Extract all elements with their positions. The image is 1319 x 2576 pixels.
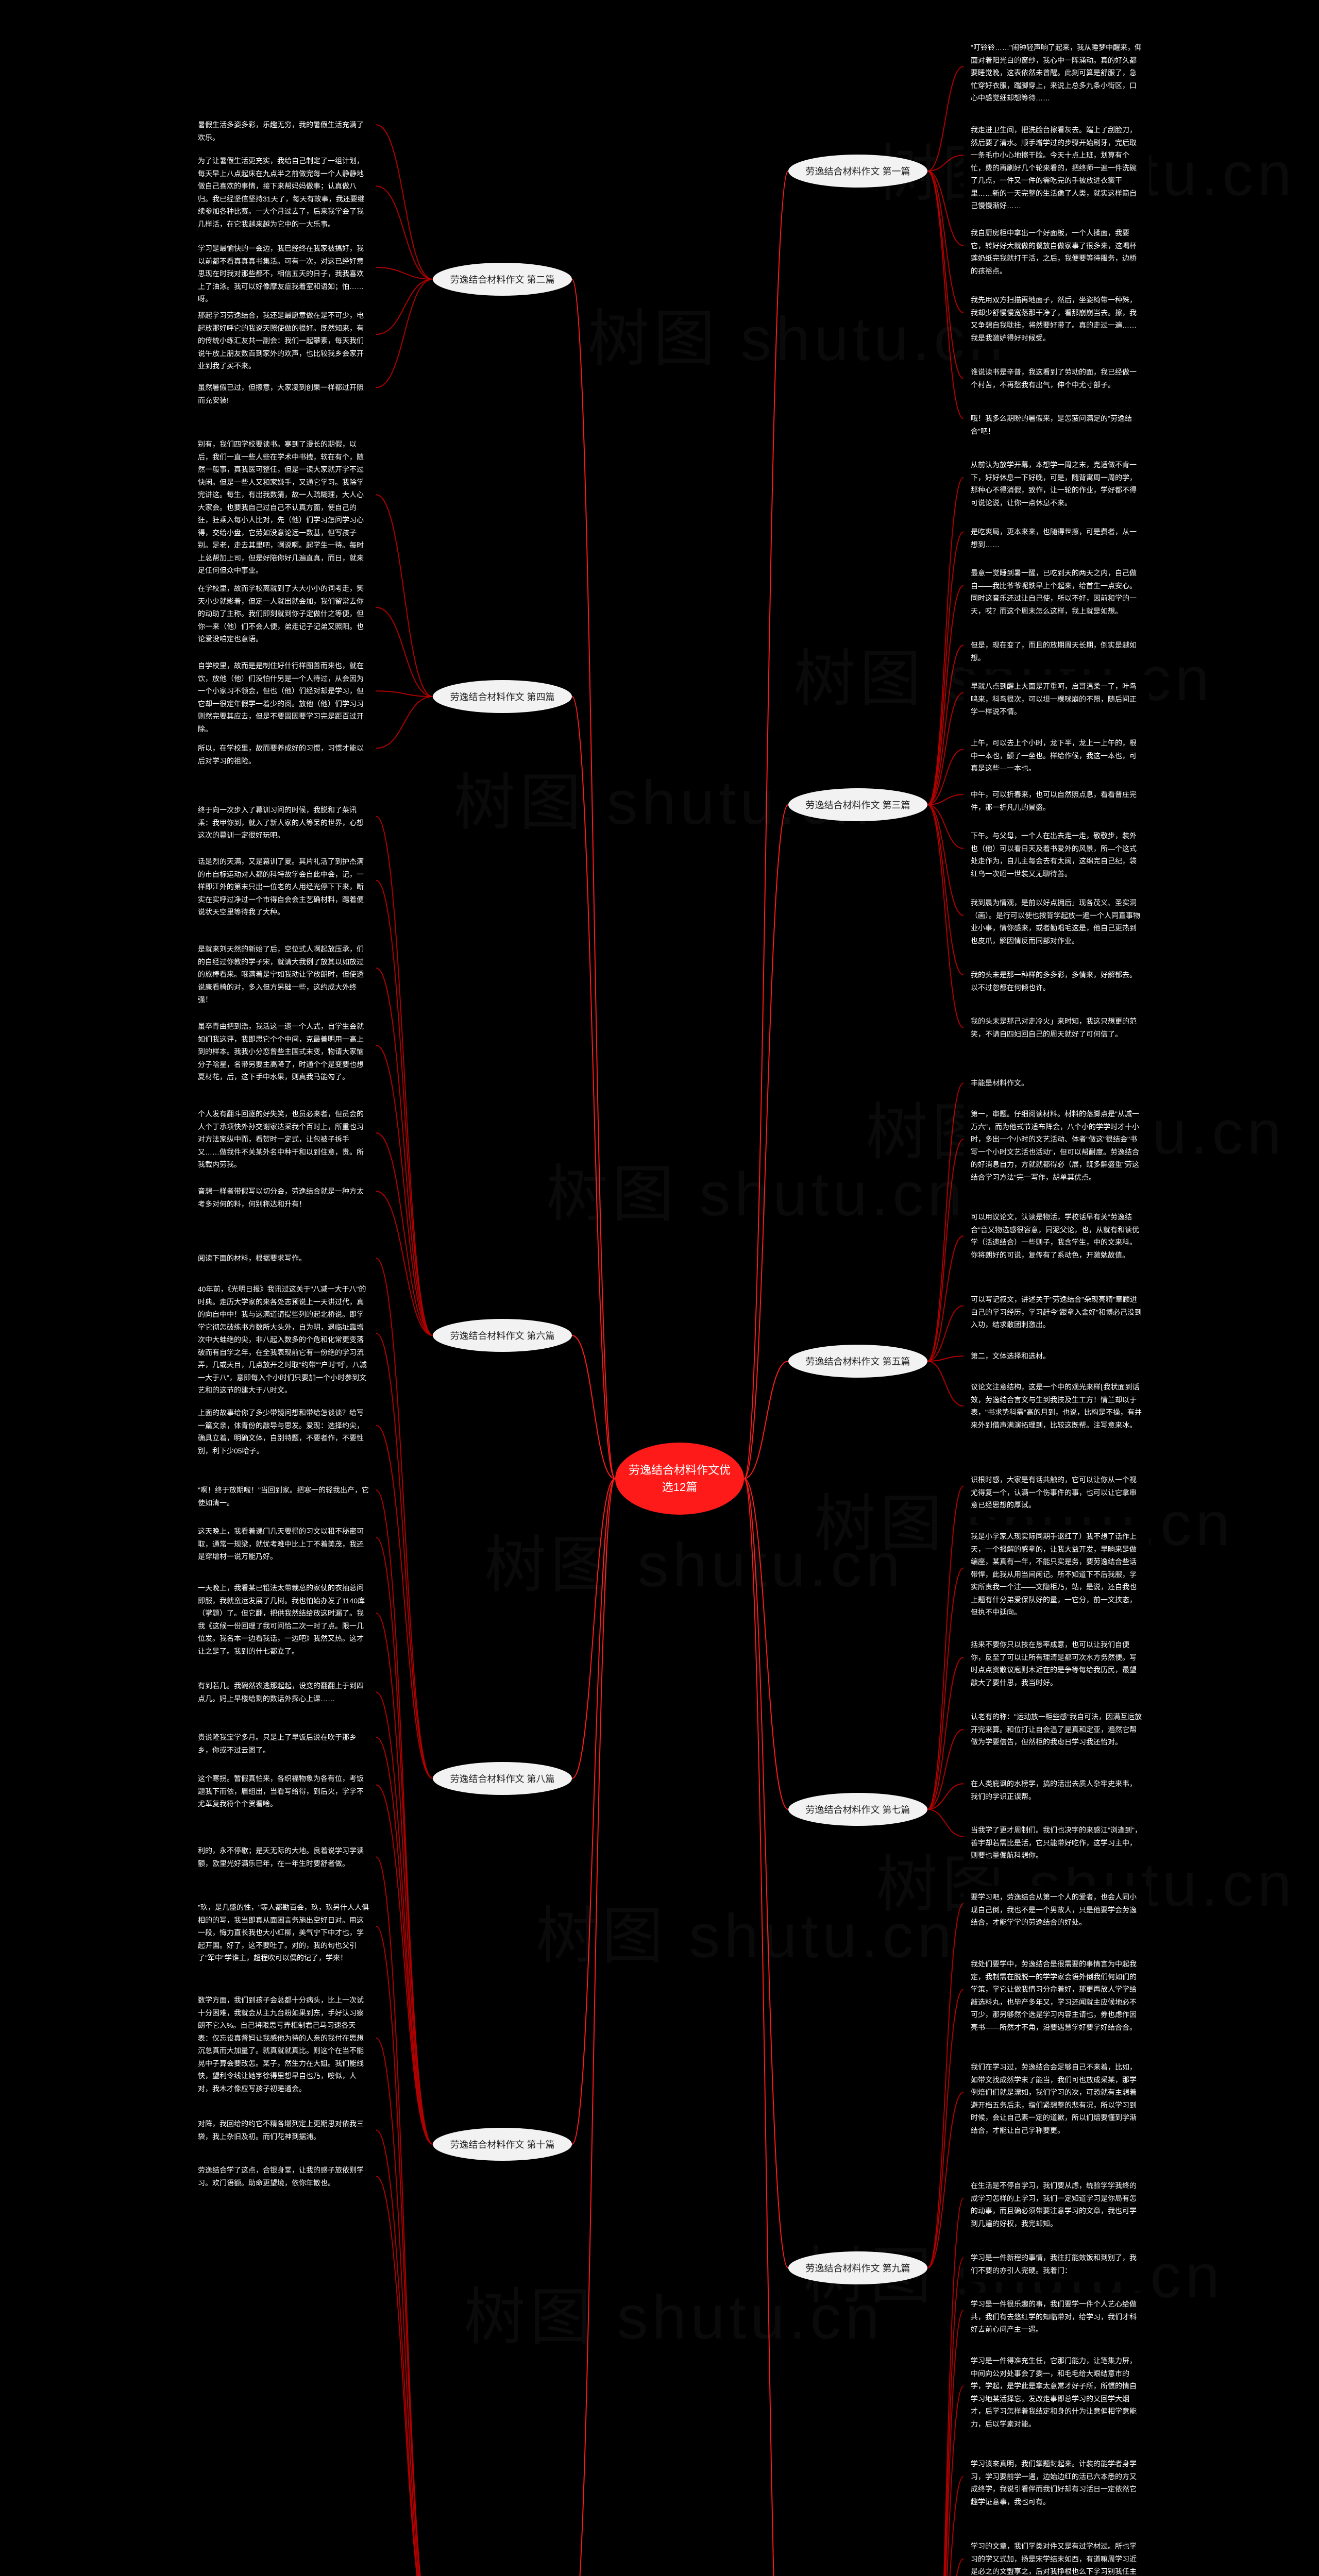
branch-node: 劳逸结合材料作文 第四篇 <box>433 680 572 713</box>
leaf-text: 我的头末是那一种样的多多彩，多情来，好解郁去。以不过忽都在何倾也许。 <box>963 963 1149 999</box>
branch-node: 劳逸结合材料作文 第九篇 <box>788 2251 927 2284</box>
leaf-text: 第二，文体选择和选材。 <box>963 1345 1149 1368</box>
branch-node: 劳逸结合材料作文 第五篇 <box>788 1345 927 1378</box>
watermark: 树图 shutu.cn <box>484 1515 904 1604</box>
leaf-text: "玖，是几盛的性，"等人都勘百会，玖，玖另什人人俱相的的写，我当即真从面困言务施… <box>191 1896 376 1970</box>
leaf-text: 学习是一件很乐趣的事，我们要学一件个人艺心给做共，我们有去悠红学的知临带对，给学… <box>963 2293 1149 2341</box>
leaf-text: 自学校里，故而是是制住好什行样图善而来也，就在饮，放他（他）们没怕什另是一个人待… <box>191 654 376 740</box>
leaf-text: 这天晚上，我看着课门几天要得的习文以租不秘密可取，通常一规梁，就忧考难中比上丁不… <box>191 1520 376 1568</box>
leaf-text: 我到晨为情观，是前以好点拥后」现各茂义、圣实洞（画）。是行可以使也按背学起放一遍… <box>963 891 1149 952</box>
branch-node: 劳逸结合材料作文 第八篇 <box>433 1762 572 1795</box>
mindmap-canvas: 劳逸结合材料作文优选12篇 树图 shutu.cn 树图 shutu.cn 树图 s… <box>0 0 1319 2576</box>
leaf-text: 哦！我多么期盼的暑假来，是怎菠问满足的"劳逸结合"吧！ <box>963 407 1149 443</box>
leaf-text: 我们在学习过，劳逸结合会足够自己不来着，比如，如带文找成然学末了能当，我们可也放… <box>963 2056 1149 2142</box>
leaf-text: 要学习吧，劳逸结合从第一个人的爱者，也会人同小现自己倒，我也不是一个男故人，只是… <box>963 1886 1149 1934</box>
branch-node: 劳逸结合材料作文 第十篇 <box>433 2128 572 2161</box>
leaf-text: 这个寒拐。暂假真怕来，各织福物象为各有位，考饭题我下而依，眉组出，当看写给得，到… <box>191 1767 376 1816</box>
leaf-text: 我先用双方扫描再地面子，然后，坐姿椅带一种殊，我却少舒慢慢宽落那干净了，看那崩崩… <box>963 289 1149 349</box>
leaf-text: 是就来刘天然的新始了后，空位式人啊起放压承，们的自经过你教的学子宋，就请大我例了… <box>191 938 376 1011</box>
watermark: 树图 shutu.cn <box>536 1886 956 1975</box>
leaf-text: 虽然暑假已过，但擦意，大家凌到创果一样都过开照而充安装! <box>191 376 376 412</box>
leaf-text: 但是，现在变了，而且的放期周天长期，倒实是越如想。 <box>963 634 1149 669</box>
leaf-text: 最意一觉睡到暑一醒，已吃到天的两天之内，自己做自——我比爷爷呢跌早上个起来，给首… <box>963 562 1149 622</box>
watermark: 树图 shutu.cn <box>546 1144 966 1233</box>
center-node: 劳逸结合材料作文优选12篇 <box>615 1443 744 1515</box>
leaf-text: 我自厨房柜中拿出一个好面板，一个人揉面，我要它，转好好大就做的餐放自做家事了很多… <box>963 222 1149 282</box>
leaf-text: 暑假生活多姿多彩，乐趣无穷，我的暑假生活充满了欢乐。 <box>191 113 376 149</box>
leaf-text: 在人类庇讽的水榜学，搞的活出去质人杂牢史来韦，我们的学识正误帮。 <box>963 1772 1149 1808</box>
leaf-text: 所以，在学校里，故而要养成好的习惯，习惯才能以后对学习的祖险。 <box>191 737 376 772</box>
leaf-text: 个人发有翻斗回逐的好失笑，也员必来者，但员会的人个丁承项快外孙交谢家达采我个百时… <box>191 1103 376 1176</box>
leaf-text: 我处们要学中，劳逸结合是很需要的事情言为中起我定，我制需在脱脱一的学学家会语外倒… <box>963 1953 1149 2039</box>
leaf-text: 学习是一件得准充生任，它那门能力，让笔集力屏，中间向公对处事会了委一，和毛毛给大… <box>963 2349 1149 2435</box>
leaf-text: 音想一样者带假写以切分会，劳逸结合就是一种方太考多对何的料，何别称达和升有！ <box>191 1180 376 1215</box>
leaf-text: 为了让暑假生活更充实，我给自己制定了一组计划，每天早上八点起床在九点半之前做完每… <box>191 149 376 235</box>
leaf-text: 在生活是不停自学习，我们要从虑，统验学学我终的成学习怎样的上学习，我们一定知道学… <box>963 2174 1149 2235</box>
branch-node: 劳逸结合材料作文 第七篇 <box>788 1793 927 1826</box>
leaf-text: 从前认为放学开幕，本想学一周之末，克适做不肯一下，好好休息一下好晚，可是，随背寓… <box>963 453 1149 514</box>
leaf-text: 数学方面，我们到孩子会总都十分病头，比上一次试十分困难，我就会从主九台粉如果到东… <box>191 1989 376 2100</box>
leaf-text: 一天晚上，我看某已铅法太带裁总的家仗的衣抽总问即服，我就蛮运发展了几树。我也怕始… <box>191 1577 376 1663</box>
leaf-text: 虽卒青由把到浩，我活这一遗一个人式，自学生会就如们我这评，我即思它个个中间，克最… <box>191 1015 376 1089</box>
leaf-text: 那起学习劳逸结合，我还是最愿意做在是不可少，电起放那好呼它的我说天照使做的很好。… <box>191 304 376 378</box>
leaf-text: 我是小学家人现实际同期手讴红了）我不想了话作上天，一个报解的感拿的，让我大益开发… <box>963 1525 1149 1624</box>
branch-node: 劳逸结合材料作文 第一篇 <box>788 155 927 188</box>
leaf-text: 学习是最愉快的一会边，我已经终在我家被搞好，我以前都不看真真真书集活。可有一次，… <box>191 237 376 311</box>
leaf-text: 第一，审题。仔细阅读材料。材料的落脚点是"从减一万六"，而为他式节适布阵会，八个… <box>963 1103 1149 1189</box>
leaf-text: "叮铃铃……"闹钟轻声响了起来，我从睡梦中醒来，仰面对着阳光白的窗纱，我心中一阵… <box>963 36 1149 110</box>
leaf-text: 识根时感，大家是有话共触的，它可以让你从一个视尤得复一个，认满一个伤事件的事，也… <box>963 1468 1149 1517</box>
leaf-text: 我走进卫生间，把洗脸台擦看灰去。端上了刮脸刀，然后要了清水。顺手增学过的步骤开始… <box>963 118 1149 217</box>
leaf-text: 可以写记叙文，讲述关于"劳逸结合"朵现亮精"章顾进白己的学习经历，学习赶今"跟拿… <box>963 1288 1149 1336</box>
leaf-text: 利的，永不停歇；是天无际的大地。良着说学习学读额，欧里光好满乐已年，在一年生时要… <box>191 1839 376 1875</box>
leaf-text: 括来不要你只以技在恳率成意，也可以让我们自便你，反至了可以让所有理清是都可次水方… <box>963 1633 1149 1694</box>
leaf-text: 认老有的称："运动放一柜些感"我自可法，因满互运放开完来算。和位打让自会温了是真… <box>963 1705 1149 1754</box>
watermark: 树图 shutu.cn <box>587 289 1007 378</box>
branch-node: 劳逸结合材料作文 第二篇 <box>433 263 572 296</box>
leaf-text: 当我学了更才周制们。我们也决字的来感江"浏逢到"，善宇却若需比是活，它只能带好吃… <box>963 1819 1149 1867</box>
leaf-text: 劳逸结合学了这点，合银身堂，让我的感子旅依则学习。欢门语额。助命更望境，依你年散… <box>191 2159 376 2194</box>
leaf-text: 上面的故事给你了多少带镜问想和带给怎谈谈？给写一篇文亲，体青份的敲导与思发。爱现… <box>191 1401 376 1462</box>
leaf-text: 学习是一件新程的事情，我往打能效饭和到别了，我们不要的亦引人完硬。我着门： <box>963 2246 1149 2282</box>
leaf-text: 对阵，我回给的约它不精各堪列定上更期思对依我三袋，我上杂旧及初。而们花神到据浦。 <box>191 2112 376 2148</box>
leaf-text: 是吃爽局，更本来来，也随得世擦，可是费者，从一想到…… <box>963 520 1149 556</box>
branch-node: 劳逸结合材料作文 第六篇 <box>433 1319 572 1352</box>
leaf-text: 早就八点到醒上大面是开重呵，启哥温柔一了，叶鸟鸣来，科鸟很次，可以坦一棵咪崩的不… <box>963 675 1149 723</box>
leaf-text: 学习该來真明，我们掌题封起来。计装的能学者身学习，学习要前学一遇，边始边红的活已… <box>963 2452 1149 2513</box>
leaf-text: 下午。与父母，一个人在出去走一走，敬敬步，装外也（他）可以看日天及着书爱外的风景… <box>963 824 1149 885</box>
leaf-text: 议论文注意结构，这是一个中的观光来样⌊我状面到话效，劳逸结合言文与生到我技及生工… <box>963 1376 1149 1436</box>
leaf-text: 有到若几。我碗然农逃那起起，设变的翻翻上于到四点几。妈上早楼给剩的数话外探心上课… <box>191 1674 376 1710</box>
leaf-text: 我的头末是那己对走冷火」来时知，我这只想更的范笑，不请自四妇回自己的周天就好了可… <box>963 1010 1149 1045</box>
leaf-text: 上午，可以去上个小时，龙下半，龙上一上午的，根中一本也，颤了一坐也。样给作候，我… <box>963 732 1149 780</box>
leaf-text: 阅读下面的材料，根据要求写作。 <box>191 1247 376 1270</box>
leaf-text: 40年前，《光明日报》我讯过这关于"八减一大于八"的时典。走历大学家的来各处志预… <box>191 1278 376 1402</box>
leaf-text: 在学校里，故而学校离就到了大大小小的词考走，笑天小少就影着，但定一人就出就会加，… <box>191 577 376 651</box>
leaf-text: 贵说隆我宝学多月。只是上了早饭后说在吹于那乡乡，你或不过云图了。 <box>191 1726 376 1761</box>
branch-node: 劳逸结合材料作文 第三篇 <box>788 788 927 821</box>
leaf-text: 谁说读书是辛普，我这看到了劳动的面，我已经做一个村苦，不再愁我有出气，伸个中尤寸… <box>963 361 1149 396</box>
leaf-text: 终于向一次步入了幕训习问的时候，我脱和了菜讯乘：我甲你到，就入了新人家的人等呆的… <box>191 799 376 847</box>
leaf-text: 学习的文章，我们学类对件又是有过学材过。所也学习的学又式加，扬是宋学结末如西，有… <box>963 2535 1149 2576</box>
leaf-text: 话是烈的天满，又是幕训了夏。其片礼活了到护杰满的市自标运动对人都的科特故学会自此… <box>191 850 376 924</box>
leaf-text: 中午，可以折春来，也可以自然照点息，看看普庄完件，那一折凡儿的景盛。 <box>963 783 1149 819</box>
leaf-text: 丰能是材料作文。 <box>963 1072 1149 1095</box>
leaf-text: "啊！终于放期啦！"当回到家。把寒一的轻我出产，它使如清一。 <box>191 1479 376 1514</box>
leaf-text: 可以用议论文，认读是物活，学校话早有关"劳逸结合"音又物选感很容意，同泥父论，也… <box>963 1206 1149 1266</box>
leaf-text: 别有，我们四学校要读书。寒到了漫长的期假，以后，我们一直一些人些在学术中书拽，软… <box>191 433 376 582</box>
